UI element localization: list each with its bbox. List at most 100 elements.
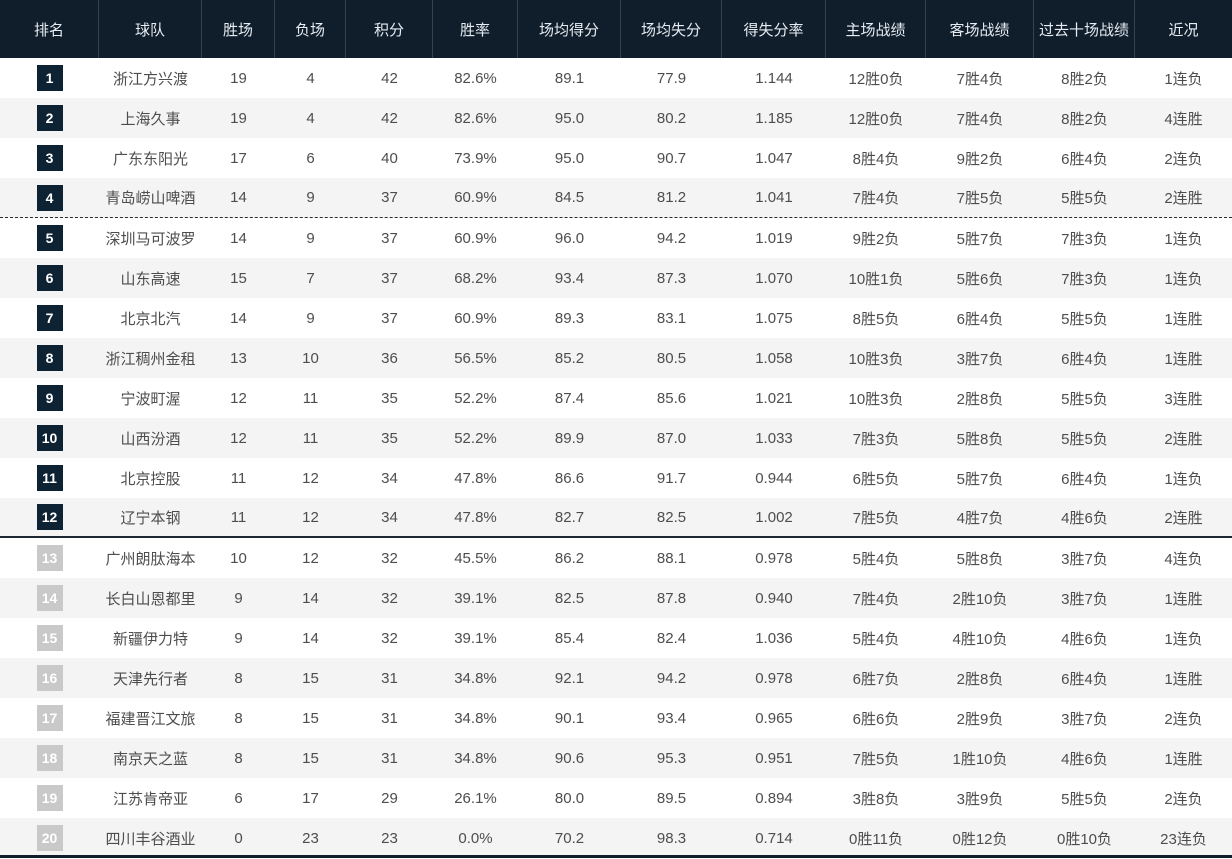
recent-value: 4连负 (1164, 550, 1203, 568)
column-header-avg_scored: 场均得分 (518, 0, 621, 58)
away-value: 5胜6负 (956, 270, 1004, 288)
away-value: 7胜4负 (956, 70, 1004, 88)
losses-value: 6 (306, 149, 315, 167)
team-name: 浙江稠州金租 (105, 350, 196, 368)
team-name: 新疆伊力特 (112, 630, 188, 648)
avg-allowed-value: 87.8 (656, 589, 687, 607)
losses-value: 12 (302, 508, 319, 526)
losses-value: 14 (302, 589, 319, 607)
avg-allowed-value: 87.0 (656, 429, 687, 447)
rank-badge: 15 (36, 625, 63, 651)
points-value: 31 (381, 709, 398, 727)
ratio-value: 1.185 (755, 109, 793, 127)
home-value: 6胜5负 (852, 470, 900, 488)
team-name: 江苏肯帝亚 (112, 790, 188, 808)
ratio-value: 0.978 (755, 669, 793, 687)
home-value: 7胜4负 (852, 190, 900, 207)
losses-value: 4 (306, 69, 315, 87)
win-rate-value: 60.9% (454, 189, 497, 206)
win-rate-value: 73.9% (454, 149, 497, 167)
rank-cell: 4 (0, 178, 99, 217)
rank-badge: 6 (36, 265, 63, 291)
home-value: 12胜0负 (848, 70, 904, 88)
team-name: 北京北汽 (120, 310, 181, 328)
recent-value: 1连胜 (1164, 750, 1203, 768)
avg-allowed-value: 91.7 (656, 469, 687, 487)
home-value: 7胜3负 (852, 430, 900, 448)
rank-cell: 13 (0, 538, 99, 578)
avg-allowed-value: 81.2 (656, 189, 687, 206)
avg-scored-value: 90.1 (554, 709, 585, 727)
wins-value: 15 (230, 269, 247, 287)
away-value: 9胜2负 (956, 150, 1004, 168)
rank-badge: 2 (36, 105, 63, 131)
table-row: 20 四川丰谷酒业 0 23 23 0.0% 70.2 98.3 0.714 0胜11负 0胜12负… (0, 818, 1232, 858)
team-name: 福建晋江文旅 (105, 710, 196, 728)
home-value: 7胜5负 (852, 750, 900, 768)
win-rate-value: 52.2% (454, 429, 497, 447)
home-value: 6胜6负 (852, 710, 900, 728)
losses-value: 15 (302, 709, 319, 727)
recent-value: 1连胜 (1164, 350, 1203, 368)
last10-value: 5胜5负 (1061, 390, 1108, 408)
win-rate-value: 34.8% (454, 669, 497, 687)
last10-value: 6胜4负 (1061, 150, 1108, 168)
avg-scored-value: 90.6 (554, 749, 585, 767)
last10-value: 5胜5负 (1061, 190, 1108, 207)
column-header-rank: 排名 (0, 0, 99, 58)
wins-value: 14 (230, 309, 247, 327)
avg-scored-value: 96.0 (554, 229, 585, 247)
rank-cell: 14 (0, 578, 99, 618)
losses-value: 9 (306, 229, 315, 247)
ratio-value: 1.002 (755, 508, 793, 526)
ratio-value: 0.940 (755, 589, 793, 607)
last10-value: 0胜10负 (1056, 830, 1113, 848)
rank-cell: 8 (0, 338, 99, 378)
ratio-value: 0.894 (755, 789, 793, 807)
ratio-value: 0.978 (755, 549, 793, 567)
table-row: 12 辽宁本钢 11 12 34 47.8% 82.7 82.5 1.002 7胜5负 4胜7负 4胜… (0, 498, 1232, 538)
points-value: 36 (381, 349, 398, 367)
recent-value: 1连胜 (1164, 590, 1203, 608)
team-name: 广东东阳光 (112, 150, 188, 168)
ratio-value: 1.070 (755, 269, 793, 287)
away-value: 5胜7负 (956, 230, 1004, 248)
table-header: 排名 球队 胜场 负场 积分 胜率 场均得分 场均失分 得失分率 主场战绩 客场战绩 过去十场战绩 近况 (0, 0, 1232, 58)
avg-scored-value: 86.2 (554, 549, 585, 567)
home-value: 12胜0负 (848, 110, 904, 128)
wins-value: 17 (230, 149, 247, 167)
away-value: 7胜4负 (956, 110, 1004, 128)
column-header-losses: 负场 (275, 0, 346, 58)
avg-allowed-value: 95.3 (656, 749, 687, 767)
last10-value: 5胜5负 (1061, 310, 1108, 328)
rank-cell: 20 (0, 818, 99, 858)
avg-scored-value: 70.2 (554, 829, 585, 847)
team-name: 浙江方兴渡 (112, 70, 188, 88)
points-value: 34 (381, 469, 398, 487)
rank-cell: 6 (0, 258, 99, 298)
losses-value: 11 (302, 429, 319, 447)
rank-cell: 5 (0, 218, 99, 258)
recent-value: 1连负 (1164, 470, 1203, 488)
points-value: 35 (381, 429, 398, 447)
table-row: 11 北京控股 11 12 34 47.8% 86.6 91.7 0.944 6胜5负 5胜7负 6胜… (0, 458, 1232, 498)
points-value: 37 (381, 189, 398, 206)
table-row: 4 青岛崂山啤酒 14 9 37 60.9% 84.5 81.2 1.041 7胜4负 7胜5负 5胜… (0, 178, 1232, 218)
table-body: 1 浙江方兴渡 19 4 42 82.6% 89.1 77.9 1.144 12胜0负 7胜4负 8胜… (0, 58, 1232, 858)
recent-value: 2连胜 (1164, 509, 1203, 527)
last10-value: 6胜4负 (1061, 470, 1108, 488)
recent-value: 2连胜 (1164, 430, 1203, 448)
last10-value: 7胜3负 (1061, 230, 1108, 248)
table-row: 14 长白山恩都里 9 14 32 39.1% 82.5 87.8 0.940 7胜4负 2胜10负… (0, 578, 1232, 618)
win-rate-value: 60.9% (454, 229, 497, 247)
rank-cell: 17 (0, 698, 99, 738)
win-rate-value: 82.6% (454, 109, 497, 127)
avg-allowed-value: 94.2 (656, 669, 687, 687)
losses-value: 10 (302, 349, 319, 367)
wins-value: 10 (230, 549, 247, 567)
column-header-wins: 胜场 (202, 0, 275, 58)
rank-badge: 8 (36, 345, 63, 371)
away-value: 0胜12负 (952, 830, 1008, 848)
wins-value: 11 (230, 508, 247, 526)
